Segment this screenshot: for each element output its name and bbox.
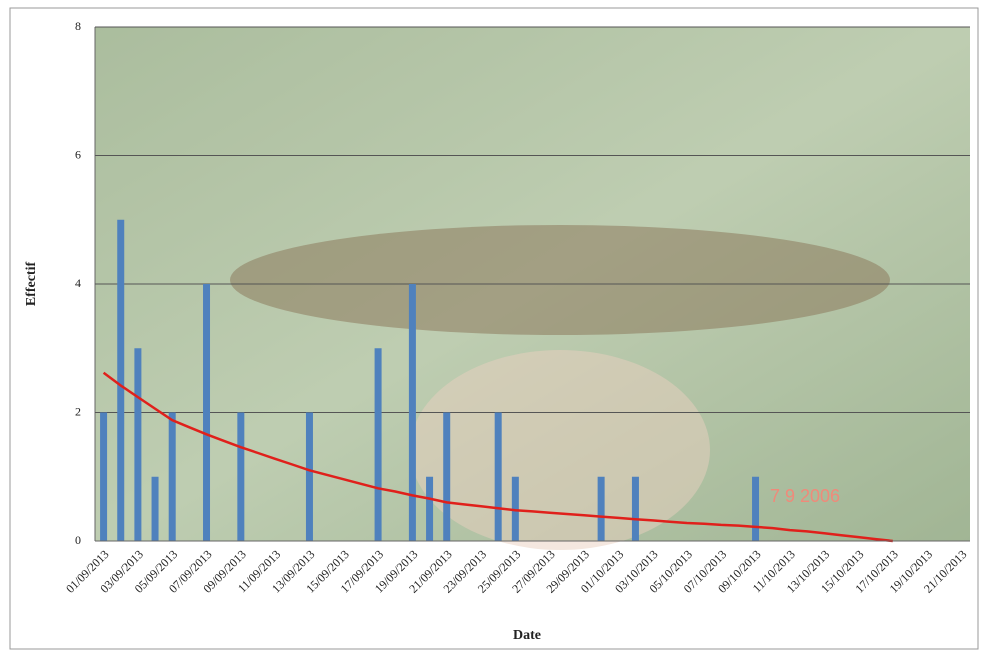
bar	[752, 476, 760, 541]
y-axis-title: Effectif	[24, 262, 39, 307]
y-tick-label: 0	[75, 533, 81, 547]
bar	[408, 284, 416, 541]
bar	[631, 476, 639, 541]
bird-shape	[230, 225, 890, 335]
photo-stamp: 7 9 2006	[770, 486, 840, 506]
bar	[597, 476, 605, 541]
bar	[151, 476, 159, 541]
bar	[134, 348, 142, 541]
bar	[305, 412, 313, 541]
x-axis-title: Date	[513, 628, 541, 643]
y-tick-label: 4	[75, 276, 81, 290]
y-tick-label: 8	[75, 19, 81, 33]
bar	[511, 476, 519, 541]
bar	[100, 412, 108, 541]
bar	[203, 284, 211, 541]
bar	[117, 219, 125, 541]
hand-shape	[410, 350, 710, 550]
bar	[426, 476, 434, 541]
bar	[374, 348, 382, 541]
bar	[494, 412, 502, 541]
bar	[237, 412, 245, 541]
y-tick-label: 2	[75, 404, 81, 418]
y-tick-label: 6	[75, 147, 81, 161]
bar	[168, 412, 176, 541]
trend-line	[102, 371, 893, 543]
bar	[443, 412, 451, 541]
